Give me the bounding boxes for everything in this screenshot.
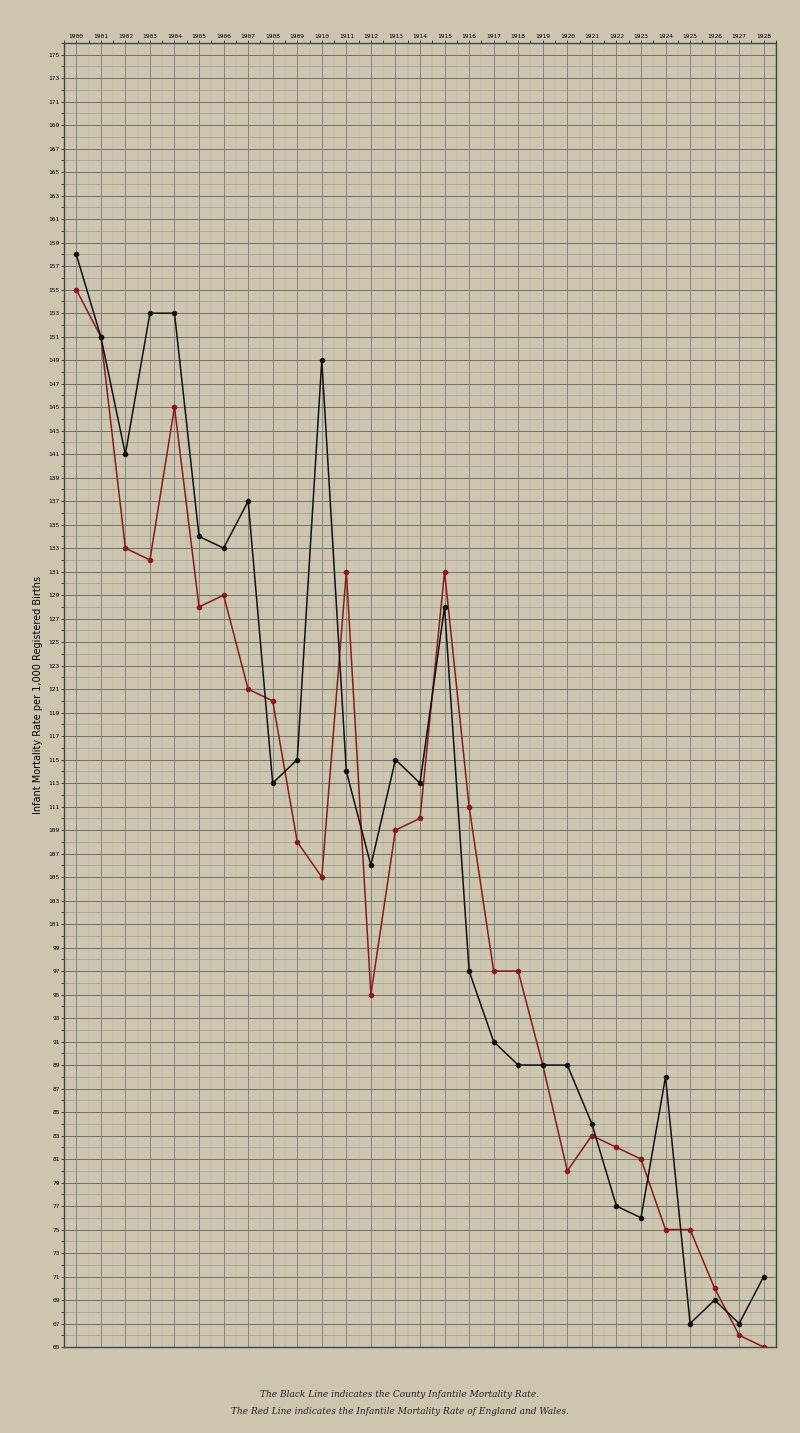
Y-axis label: Infant Mortality Rate per 1,000 Registered Births: Infant Mortality Rate per 1,000 Register… [33,576,43,814]
Text: The Red Line indicates the Infantile Mortality Rate of England and Wales.: The Red Line indicates the Infantile Mor… [231,1407,569,1416]
Text: The Black Line indicates the County Infantile Mortality Rate.: The Black Line indicates the County Infa… [261,1390,539,1399]
